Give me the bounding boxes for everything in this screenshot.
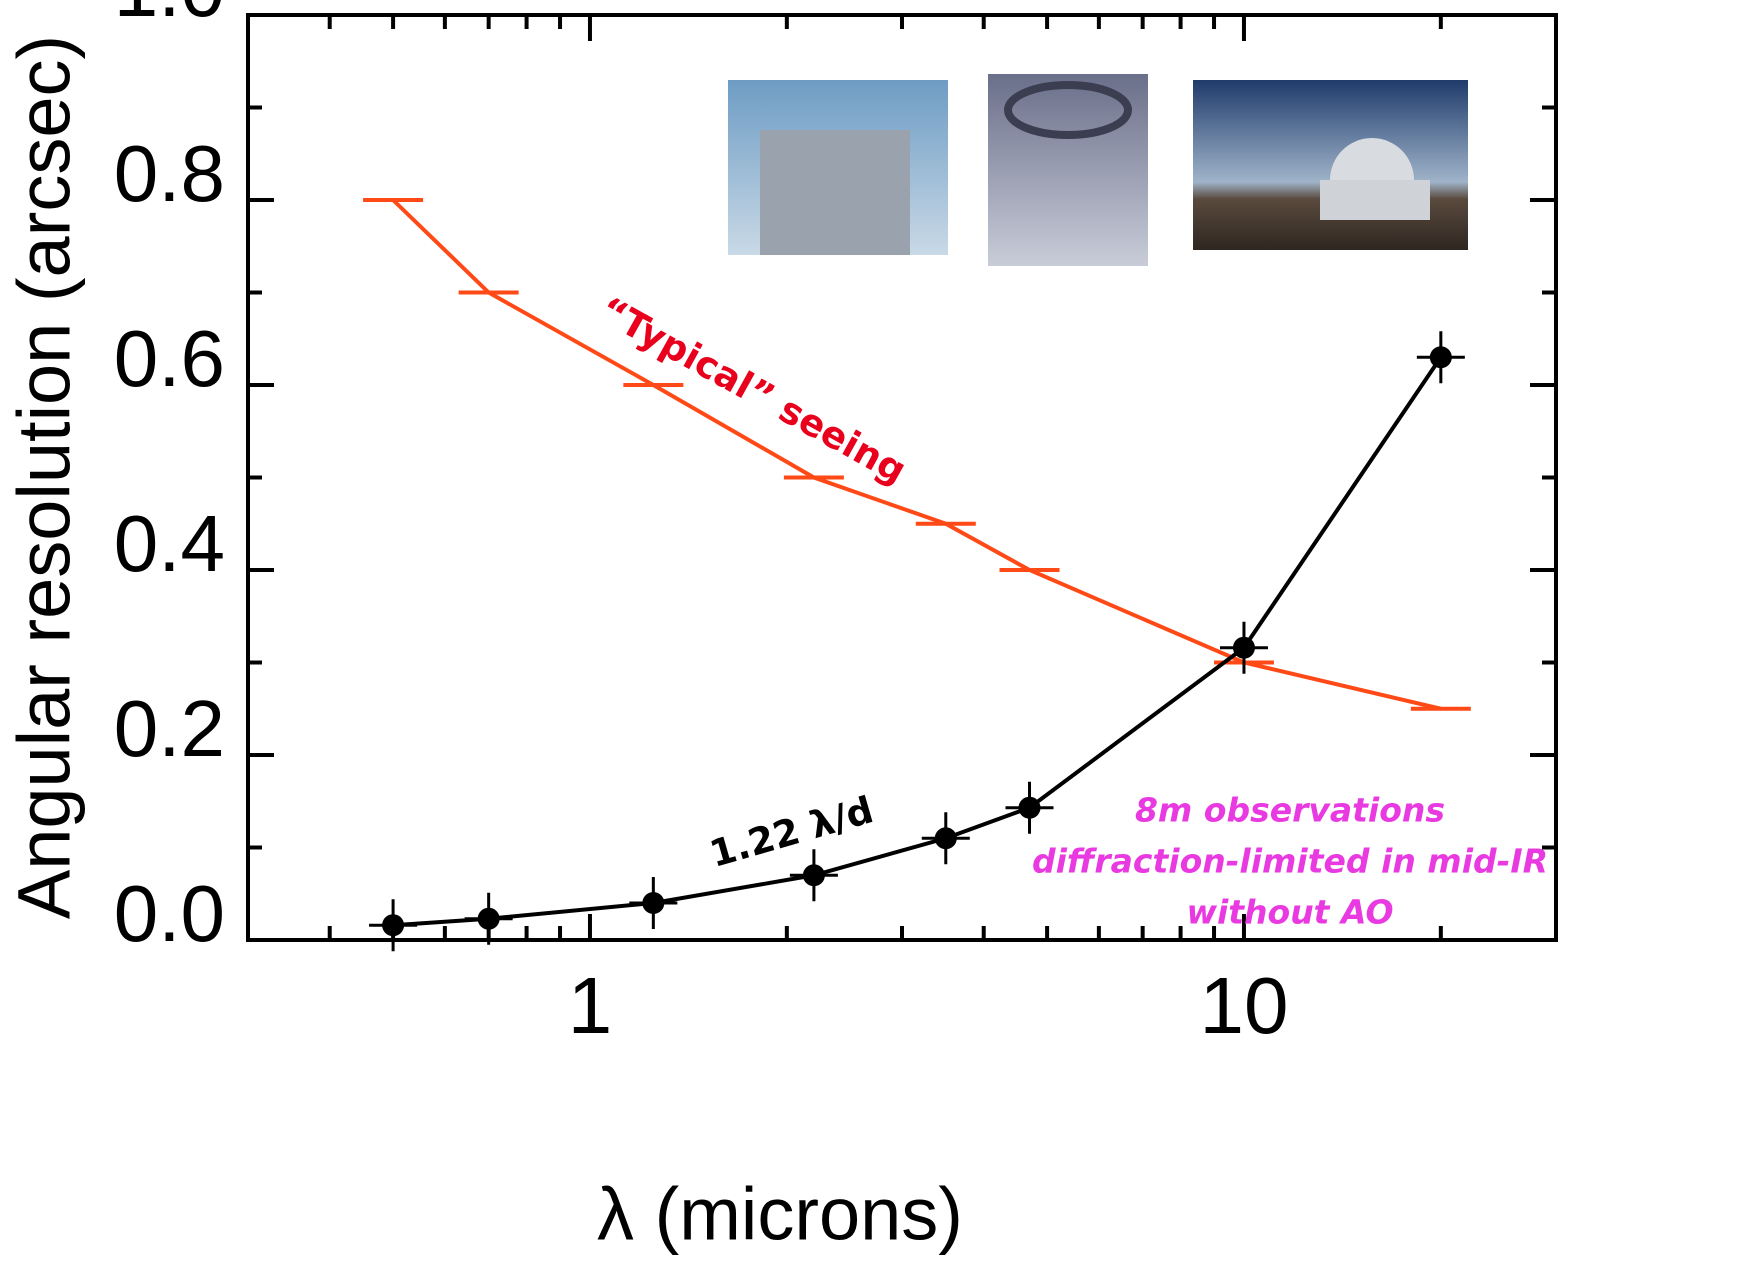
photos [728, 74, 1468, 266]
photo-detail [760, 130, 910, 255]
marker [382, 914, 405, 937]
photo-detail [1320, 180, 1430, 220]
marker [642, 892, 665, 914]
marker [934, 827, 957, 850]
series-line [391, 198, 1442, 711]
series-line [392, 356, 1443, 928]
x-axis-title: λ (microns) [597, 1173, 963, 1256]
y-tick-label: 0.8 [114, 129, 225, 218]
y-tick-label: 0.4 [114, 499, 225, 588]
marker [477, 907, 500, 930]
annotation: “Typical” seeing [593, 288, 914, 492]
annotation: diffraction-limited in mid-IR [1032, 842, 1548, 881]
marker [1018, 796, 1041, 819]
y-tick-label: 1.0 [114, 0, 225, 33]
x-tick-label: 1 [568, 961, 613, 1050]
annotation: without AO [1186, 893, 1393, 932]
y-tick-label: 0.2 [114, 684, 225, 773]
y-axis-title: Angular resolution (arcsec) [3, 35, 86, 919]
photo [988, 74, 1148, 266]
photo-detail [1330, 138, 1414, 180]
photo [1193, 80, 1468, 250]
x-tick-label: 10 [1199, 961, 1288, 1050]
marker [1429, 346, 1452, 369]
annotation: 8m observations [1135, 791, 1445, 830]
marker [1232, 636, 1255, 659]
y-tick-label: 0.6 [114, 314, 225, 403]
marker [802, 864, 825, 887]
y-tick-label: 0.0 [114, 869, 225, 958]
photo-detail [1004, 81, 1132, 139]
